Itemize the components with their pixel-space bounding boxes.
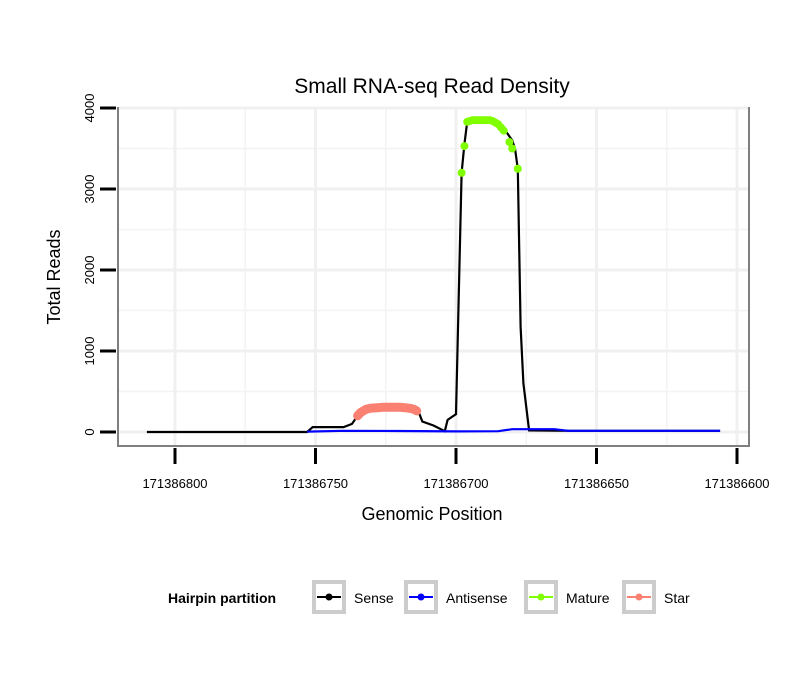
plot-panel bbox=[117, 107, 750, 447]
mature-point bbox=[460, 142, 469, 151]
mature-point bbox=[457, 168, 466, 177]
legend-key-point bbox=[417, 593, 425, 601]
x-tick-label: 171386750 bbox=[283, 476, 348, 491]
star-point bbox=[384, 403, 393, 412]
y-tick-label: 3000 bbox=[82, 175, 97, 204]
mature-point bbox=[508, 144, 517, 153]
x-tick-label: 171386600 bbox=[704, 476, 769, 491]
x-tick-label: 171386800 bbox=[142, 476, 207, 491]
mature-point bbox=[513, 164, 522, 173]
star-point bbox=[412, 406, 421, 415]
x-tick-label: 171386700 bbox=[423, 476, 488, 491]
y-axis-label: Total Reads bbox=[44, 229, 64, 324]
legend-key-point bbox=[325, 593, 333, 601]
mature-point bbox=[499, 126, 508, 135]
legend-item-mature: Mature bbox=[524, 580, 610, 614]
legend-item-sense: Sense bbox=[312, 580, 394, 614]
legend-key-point bbox=[537, 593, 545, 601]
legend-label: Star bbox=[664, 590, 690, 606]
antisense-series-line bbox=[307, 428, 721, 433]
mature-point bbox=[505, 138, 514, 147]
legend-key-point bbox=[635, 593, 643, 601]
legend-label: Antisense bbox=[446, 590, 508, 606]
legend-title: Hairpin partition bbox=[168, 590, 276, 606]
legend-item-star: Star bbox=[622, 580, 690, 614]
x-axis-label: Genomic Position bbox=[361, 504, 502, 524]
y-tick-label: 0 bbox=[82, 428, 97, 435]
y-tick-label: 4000 bbox=[82, 94, 97, 123]
chart-title: Small RNA-seq Read Density bbox=[294, 75, 570, 98]
star-point bbox=[390, 403, 399, 412]
star-point bbox=[378, 403, 387, 412]
x-tick-label: 171386650 bbox=[564, 476, 629, 491]
legend: Hairpin partition Sense Antisense Mature St… bbox=[168, 580, 690, 614]
y-tick-label: 2000 bbox=[82, 256, 97, 285]
legend-label: Mature bbox=[566, 590, 610, 606]
y-tick-label: 1000 bbox=[82, 337, 97, 366]
legend-label: Sense bbox=[354, 590, 394, 606]
legend-item-antisense: Antisense bbox=[404, 580, 508, 614]
